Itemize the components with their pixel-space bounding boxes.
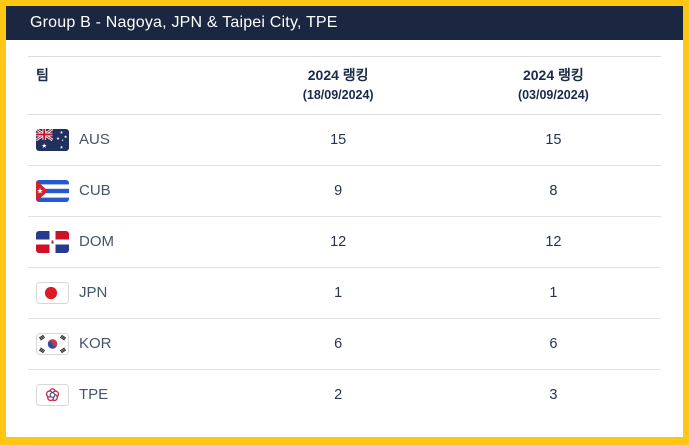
tpe-flag-icon xyxy=(36,383,69,406)
team-code: DOM xyxy=(79,233,114,251)
column-sublabel-date: (03/09/2024) xyxy=(517,87,589,102)
team-code: KOR xyxy=(79,335,112,353)
team-code: AUS xyxy=(79,131,110,149)
rank-current: 15 xyxy=(230,114,446,166)
table-row: KOR 6 6 xyxy=(28,318,661,370)
team-cell: AUS xyxy=(28,128,231,151)
rank-previous: 15 xyxy=(445,114,661,166)
column-label: 2024 랭킹 xyxy=(307,67,369,83)
column-label: 팀 xyxy=(36,67,49,83)
jpn-flag-icon xyxy=(36,281,69,304)
team-cell: JPN xyxy=(28,281,231,304)
cub-flag-icon xyxy=(36,179,69,202)
table-row: CUB 9 8 xyxy=(28,165,661,217)
table-row: TPE 2 3 xyxy=(28,369,661,420)
kor-flag-icon xyxy=(36,332,69,355)
rank-current: 6 xyxy=(230,318,446,370)
group-titlebar: Group B - Nagoya, JPN & Taipei City, TPE xyxy=(6,6,683,40)
column-label: 2024 랭킹 xyxy=(522,67,584,83)
rank-previous: 8 xyxy=(445,165,661,217)
team-cell: CUB xyxy=(28,179,231,202)
column-header-team: 팀 xyxy=(28,56,231,115)
team-cell: DOM xyxy=(28,230,231,253)
table-row: JPN 1 1 xyxy=(28,267,661,319)
rank-previous: 1 xyxy=(445,267,661,319)
column-sublabel-date: (18/09/2024) xyxy=(302,87,374,102)
group-title: Group B - Nagoya, JPN & Taipei City, TPE xyxy=(30,14,338,31)
rank-previous: 12 xyxy=(445,216,661,268)
team-code: JPN xyxy=(79,284,108,302)
dom-flag-icon xyxy=(36,230,69,253)
team-code: TPE xyxy=(79,386,109,404)
ranking-table-container: 팀 2024 랭킹 (18/09/2024) 2024 랭킹 (03/09/20… xyxy=(28,56,661,420)
rank-previous: 3 xyxy=(549,386,558,403)
table-row: DOM 12 12 xyxy=(28,216,661,268)
rank-current: 12 xyxy=(230,216,446,268)
rank-current: 2 xyxy=(334,386,343,403)
team-cell: TPE xyxy=(28,383,231,406)
column-header-rank-previous: 2024 랭킹 (03/09/2024) xyxy=(445,56,661,115)
aus-flag-icon xyxy=(36,128,69,151)
team-code: CUB xyxy=(79,182,111,200)
ranking-table-header: 팀 2024 랭킹 (18/09/2024) 2024 랭킹 (03/09/20… xyxy=(28,56,661,115)
rank-current: 1 xyxy=(230,267,446,319)
header-row: 팀 2024 랭킹 (18/09/2024) 2024 랭킹 (03/09/20… xyxy=(28,56,661,115)
team-cell: KOR xyxy=(28,332,231,355)
rank-previous: 6 xyxy=(445,318,661,370)
ranking-table: 팀 2024 랭킹 (18/09/2024) 2024 랭킹 (03/09/20… xyxy=(28,56,661,420)
table-row: AUS 15 15 xyxy=(28,114,661,166)
column-header-rank-current: 2024 랭킹 (18/09/2024) xyxy=(230,56,446,115)
rank-current: 9 xyxy=(230,165,446,217)
